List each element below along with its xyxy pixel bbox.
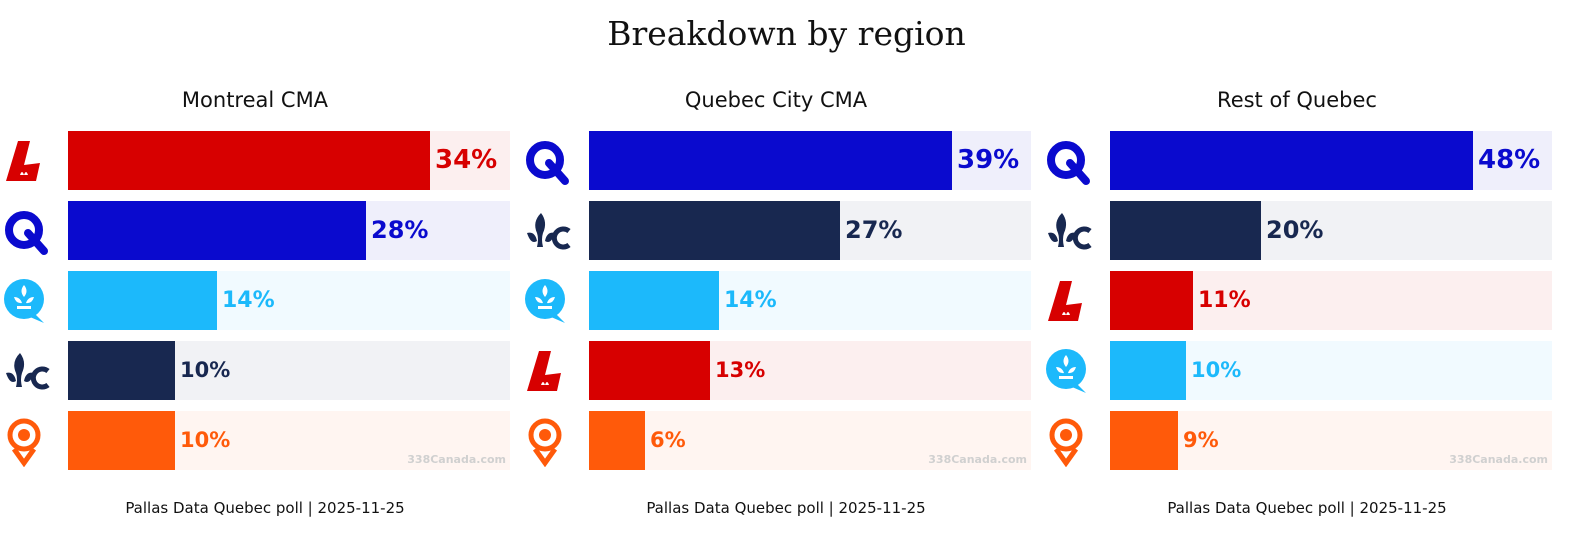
source-note: Pallas Data Quebec poll | 2025-11-25 [646,499,926,517]
plq-logo-icon [1042,275,1094,327]
bar-track: 9% [1110,411,1552,470]
bar-track: 20% [1110,201,1552,260]
bar-pcq [68,411,175,470]
caq-logo-icon [521,135,573,187]
bar-track: 14% [68,271,510,330]
qs-logo-icon [0,275,52,327]
bar-track: 27% [589,201,1031,260]
bar-pcq [589,411,645,470]
pq-logo-icon [0,345,52,397]
watermark: 338Canada.com [928,453,1027,466]
bar-qs [589,271,719,330]
data-label: 48% [1478,145,1541,175]
bar-track: 39% [589,131,1031,190]
bar-plq [68,131,430,190]
watermark: 338Canada.com [407,453,506,466]
panel-title: Rest of Quebec [1217,88,1377,112]
bar-row-pcq: 6% [521,411,1031,470]
data-label: 11% [1198,288,1251,313]
bar-row-pq: 27% [521,201,1031,260]
bar-track: 14% [589,271,1031,330]
data-label: 14% [222,288,275,313]
panel-title: Montreal CMA [181,88,329,112]
plq-logo-icon [0,135,52,187]
data-label: 10% [1191,358,1242,382]
source-note: Pallas Data Quebec poll | 2025-11-25 [125,499,405,517]
caq-logo-icon [0,205,52,257]
bar-track: 48% [1110,131,1552,190]
bar-track: 10% [68,341,510,400]
data-label: 20% [1266,216,1324,244]
bar-caq [1110,131,1473,190]
bar-row-pcq: 10% [0,411,510,470]
data-label: 6% [650,428,686,452]
data-label: 34% [435,145,498,175]
data-label: 28% [371,216,429,244]
qs-logo-icon [521,275,573,327]
panel-2: Quebec City CMA 39% 27% 14% 13% 6% 338Canada.c… [521,0,1031,557]
data-label: 10% [180,428,231,452]
bar-row-qs: 10% [1042,341,1552,400]
bar-track: 11% [1110,271,1552,330]
bar-plq [589,341,710,400]
bar-qs [1110,341,1186,400]
bar-track: 6% [589,411,1031,470]
bar-pq [68,341,175,400]
data-label: 9% [1183,428,1219,452]
bar-row-pq: 20% [1042,201,1552,260]
pq-logo-icon [1042,205,1094,257]
bar-qs [68,271,217,330]
bar-row-caq: 28% [0,201,510,260]
data-label: 39% [957,145,1020,175]
pcq-logo-icon [521,415,573,467]
panel-title: Quebec City CMA [684,88,868,112]
bar-row-pcq: 9% [1042,411,1552,470]
bar-row-caq: 39% [521,131,1031,190]
bar-row-plq: 11% [1042,271,1552,330]
data-label: 13% [715,358,766,382]
watermark: 338Canada.com [1449,453,1548,466]
bar-row-pq: 10% [0,341,510,400]
bar-caq [68,201,366,260]
chart-title: Breakdown by region [607,14,966,53]
bar-pq [589,201,840,260]
caq-logo-icon [1042,135,1094,187]
data-label: 10% [180,358,231,382]
bar-track: 13% [589,341,1031,400]
plq-logo-icon [521,345,573,397]
panel-1: Montreal CMA 34% 28% 14% 10% 10% 338Canada.com… [0,0,510,557]
bar-row-qs: 14% [521,271,1031,330]
bar-row-qs: 14% [0,271,510,330]
bar-pcq [1110,411,1178,470]
bar-plq [1110,271,1193,330]
bar-track: 34% [68,131,510,190]
bar-row-plq: 34% [0,131,510,190]
source-note: Pallas Data Quebec poll | 2025-11-25 [1167,499,1447,517]
bar-row-caq: 48% [1042,131,1552,190]
bar-track: 10% [1110,341,1552,400]
bar-row-plq: 13% [521,341,1031,400]
pcq-logo-icon [1042,415,1094,467]
data-label: 14% [724,288,777,313]
data-label: 27% [845,216,903,244]
bar-track: 10% [68,411,510,470]
bar-caq [589,131,952,190]
pcq-logo-icon [0,415,52,467]
bar-track: 28% [68,201,510,260]
qs-logo-icon [1042,345,1094,397]
pq-logo-icon [521,205,573,257]
panel-3: Rest of Quebec 48% 20% 11% 10% 9% 338Canada.co… [1042,0,1552,557]
bar-pq [1110,201,1261,260]
